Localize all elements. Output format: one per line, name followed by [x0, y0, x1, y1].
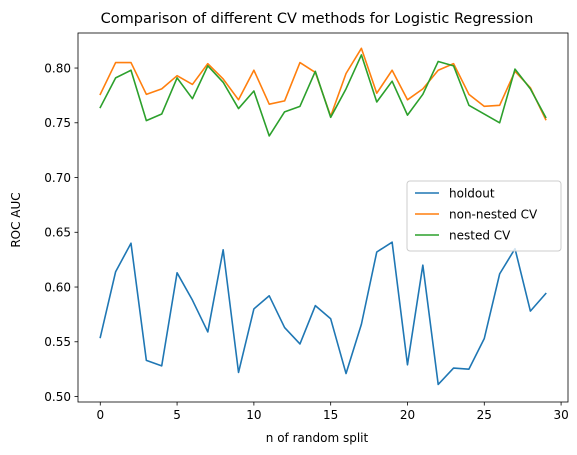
y-tick-label: 0.60	[44, 280, 71, 294]
series-line-nested-cv	[99, 54, 547, 137]
x-tick-label: 20	[400, 408, 415, 422]
y-tick-label: 0.75	[44, 116, 71, 130]
legend: holdout non-nested CV nested CV	[406, 180, 562, 252]
x-tick-label: 25	[477, 408, 492, 422]
x-tick-label: 10	[246, 408, 261, 422]
x-tick-label: 0	[96, 408, 104, 422]
y-tick-label: 0.65	[44, 226, 71, 240]
legend-label-non-nested-cv: non-nested CV	[449, 207, 538, 221]
plot-frame	[77, 32, 569, 403]
x-axis-label: n of random split	[266, 431, 369, 445]
series-lines	[99, 47, 547, 386]
x-tick-label: 5	[173, 408, 181, 422]
legend-label-holdout: holdout	[449, 186, 495, 200]
y-axis-label: ROC AUC	[9, 192, 23, 247]
legend-box	[406, 180, 562, 252]
axis-ticks: 0 5 10 15 20 25 30 0.50 0.55 0.60 0.65 0.70 0.75 0.80	[44, 61, 568, 422]
chart-title: Comparison of different CV methods for L…	[101, 11, 534, 27]
y-tick-label: 0.70	[44, 171, 71, 185]
y-tick-label: 0.55	[44, 335, 71, 349]
y-tick-label: 0.50	[44, 390, 71, 404]
series-line-holdout	[99, 241, 547, 386]
legend-label-nested-cv: nested CV	[449, 228, 511, 242]
x-tick-label: 15	[323, 408, 338, 422]
y-tick-label: 0.80	[44, 61, 71, 75]
series-line-non-nested-cv	[99, 47, 547, 121]
x-tick-label: 30	[553, 408, 568, 422]
